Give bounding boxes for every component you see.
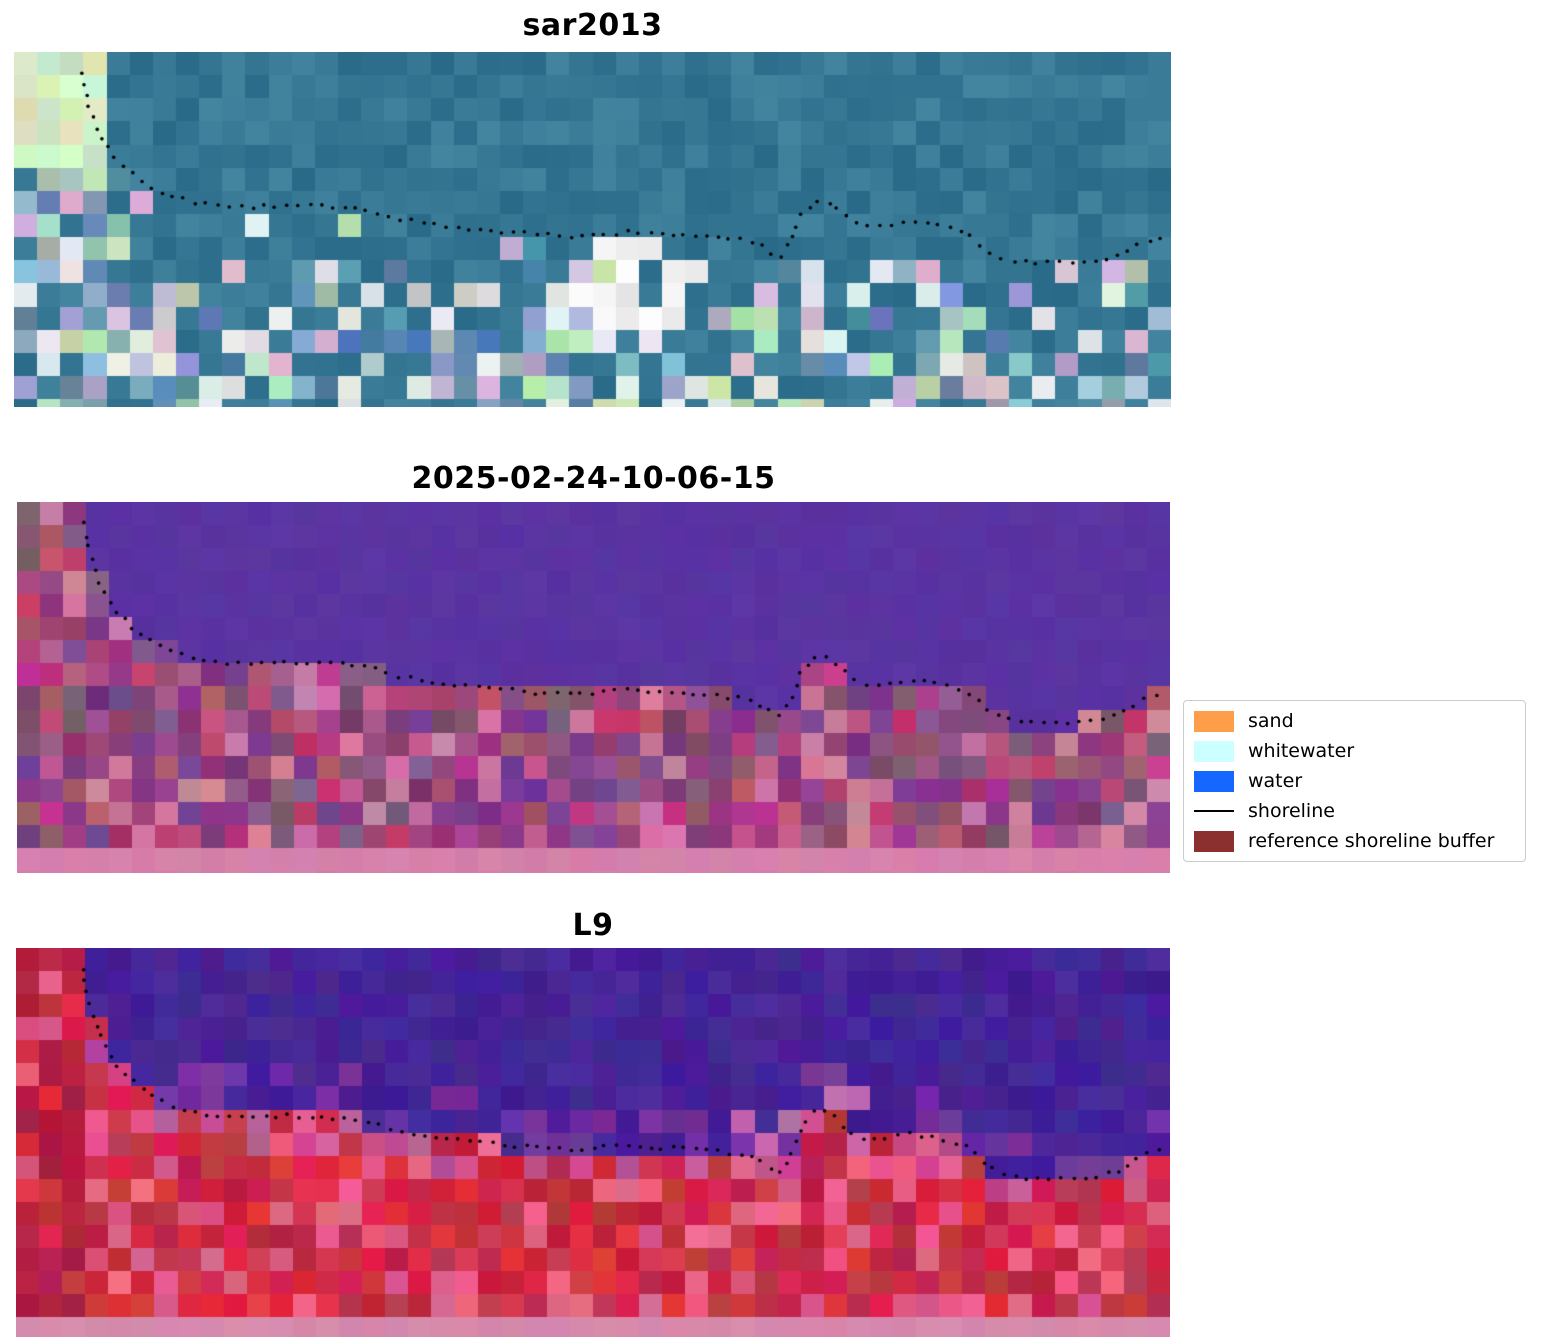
panel-title-l9: L9 [572, 908, 614, 943]
panel-title-sar2013: sar2013 [522, 8, 663, 43]
legend-item-water: water [1194, 770, 1515, 792]
legend-label-shoreline: shoreline [1248, 800, 1335, 822]
whitewater-swatch-icon [1194, 740, 1234, 762]
legend: sand whitewater water shoreline referenc… [1183, 700, 1526, 862]
sand-swatch-icon [1194, 710, 1234, 732]
legend-item-shoreline: shoreline [1194, 800, 1515, 822]
reference-buffer-swatch-icon [1194, 830, 1234, 852]
panel-title-classified: 2025-02-24-10-06-15 [411, 461, 776, 496]
panel-image-l9 [16, 948, 1170, 1337]
legend-label-whitewater: whitewater [1248, 740, 1355, 762]
legend-label-reference-shoreline-buffer: reference shoreline buffer [1248, 830, 1495, 852]
panel-image-sar2013 [14, 52, 1171, 407]
legend-label-water: water [1248, 770, 1303, 792]
shoreline-line-icon [1194, 810, 1234, 812]
panel-image-classified [17, 502, 1170, 873]
legend-item-reference-shoreline-buffer: reference shoreline buffer [1194, 830, 1515, 852]
water-swatch-icon [1194, 770, 1234, 792]
legend-item-whitewater: whitewater [1194, 740, 1515, 762]
legend-label-sand: sand [1248, 710, 1294, 732]
legend-item-sand: sand [1194, 710, 1515, 732]
